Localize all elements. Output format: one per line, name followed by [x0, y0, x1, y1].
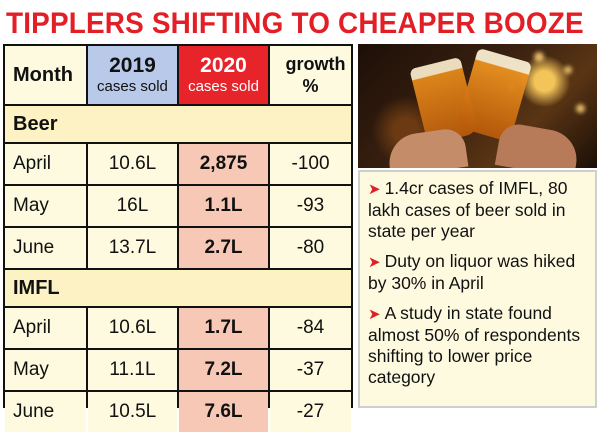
header-2020: 2020 cases sold: [178, 46, 269, 104]
note-item: ➤ 1.4cr cases of IMFL, 80 lakh cases of b…: [368, 178, 587, 242]
row-2020: 7.2L: [178, 350, 269, 390]
note-item: ➤ Duty on liquor was hiked by 30% in Apri…: [368, 251, 587, 294]
row-month: May: [5, 350, 86, 390]
row-month: April: [5, 308, 86, 348]
row-month: June: [5, 228, 86, 268]
row-growth: -27: [270, 392, 351, 432]
row-2019: 10.5L: [87, 392, 177, 432]
table-row: June 13.7L 2.7L -80: [5, 228, 351, 268]
note-text: A study in state found almost 50% of res…: [368, 303, 581, 387]
row-2020: 1.1L: [178, 186, 269, 226]
row-2019: 16L: [87, 186, 177, 226]
section-label: Beer: [5, 106, 351, 142]
row-growth: -84: [270, 308, 351, 348]
row-2019: 13.7L: [87, 228, 177, 268]
note-text: 1.4cr cases of IMFL, 80 lakh cases of be…: [368, 178, 568, 241]
row-growth: -37: [270, 350, 351, 390]
row-2019: 10.6L: [87, 144, 177, 184]
note-text: Duty on liquor was hiked by 30% in April: [368, 251, 576, 293]
table-row: June 10.5L 7.6L -27: [5, 392, 351, 432]
notes-box: ➤ 1.4cr cases of IMFL, 80 lakh cases of b…: [358, 170, 597, 408]
table-row: April 10.6L 1.7L -84: [5, 308, 351, 348]
header-2019-sub: cases sold: [97, 78, 168, 95]
row-growth: -80: [270, 228, 351, 268]
section-row-imfl: IMFL: [5, 270, 351, 306]
hand-right: [494, 121, 582, 168]
page-title: TIPPLERS SHIFTING TO CHEAPER BOOZE: [6, 7, 584, 40]
section-row-beer: Beer: [5, 106, 351, 142]
row-2019: 11.1L: [87, 350, 177, 390]
arrow-bullet-icon: ➤: [368, 254, 381, 271]
hand-left: [385, 126, 469, 168]
sales-table: Month 2019 cases sold 2020 cases sold gr…: [3, 44, 353, 432]
row-2019: 10.6L: [87, 308, 177, 348]
arrow-bullet-icon: ➤: [368, 181, 381, 198]
row-month: April: [5, 144, 86, 184]
header-2020-sub: cases sold: [188, 78, 259, 95]
row-growth: -93: [270, 186, 351, 226]
table-row: April 10.6L 2,875 -100: [5, 144, 351, 184]
row-growth: -100: [270, 144, 351, 184]
table-header-row: Month 2019 cases sold 2020 cases sold gr…: [5, 46, 351, 104]
header-growth: growth %: [270, 46, 351, 104]
header-2019-year: 2019: [109, 54, 156, 77]
row-2020: 2.7L: [178, 228, 269, 268]
section-label: IMFL: [5, 270, 351, 306]
row-month: May: [5, 186, 86, 226]
row-2020: 1.7L: [178, 308, 269, 348]
note-item: ➤ A study in state found almost 50% of re…: [368, 303, 587, 388]
beer-toast-photo: [358, 44, 597, 168]
table-row: May 16L 1.1L -93: [5, 186, 351, 226]
header-month: Month: [5, 46, 86, 104]
header-growth-label: growth %: [285, 54, 346, 96]
row-2020: 7.6L: [178, 392, 269, 432]
row-2020: 2,875: [178, 144, 269, 184]
header-2020-year: 2020: [200, 54, 247, 77]
row-month: June: [5, 392, 86, 432]
header-2019: 2019 cases sold: [87, 46, 177, 104]
table-row: May 11.1L 7.2L -37: [5, 350, 351, 390]
arrow-bullet-icon: ➤: [368, 306, 381, 323]
